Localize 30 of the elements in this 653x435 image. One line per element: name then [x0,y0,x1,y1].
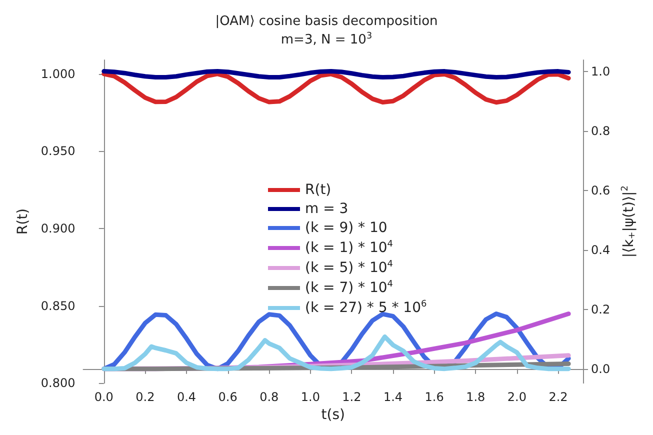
y-tick-label: 0.800 [40,376,76,390]
x-tick-label: 0.6 [218,390,238,404]
x-tick-label: 1.0 [300,390,320,404]
x-tick-label: 1.6 [424,390,444,404]
legend-label: (k = 9) * 10 [305,220,388,236]
y-tick-label: 1.000 [40,66,76,81]
x-tick-label: 0.8 [260,390,279,404]
x-tick-label: 0.2 [136,390,155,404]
x-tick-label: 1.8 [466,390,486,404]
x-tick-label: 0.4 [176,390,196,404]
x-tick-label: 2.0 [507,390,526,404]
x-tick-label: 1.4 [383,390,403,404]
y-axis-title: R(t) [15,208,31,235]
y2-tick-label: 0.2 [591,302,610,316]
y2-axis-title: |⟨k+|ψ(t)⟩|2 [620,185,638,258]
chart-title: |OAM⟩ cosine basis decomposition [215,14,438,29]
y2-tick-label: 0.4 [591,242,610,257]
y2-tick-label: 0.8 [591,124,610,138]
legend-label: R(t) [305,182,332,198]
y2-tick-label: 1.0 [591,64,610,78]
x-axis-title: t(s) [321,407,345,423]
x-tick-label: 2.2 [548,390,568,404]
y-tick-label: 0.900 [40,222,76,236]
x-tick-label: 1.2 [342,390,362,404]
y-tick-label: 0.850 [40,298,76,313]
x-tick-label: 0.0 [94,390,114,404]
y2-tick-label: 0.0 [591,362,610,376]
legend-label: m = 3 [305,201,348,217]
y-tick-label: 0.950 [40,144,76,158]
y2-tick-label: 0.6 [591,183,610,198]
